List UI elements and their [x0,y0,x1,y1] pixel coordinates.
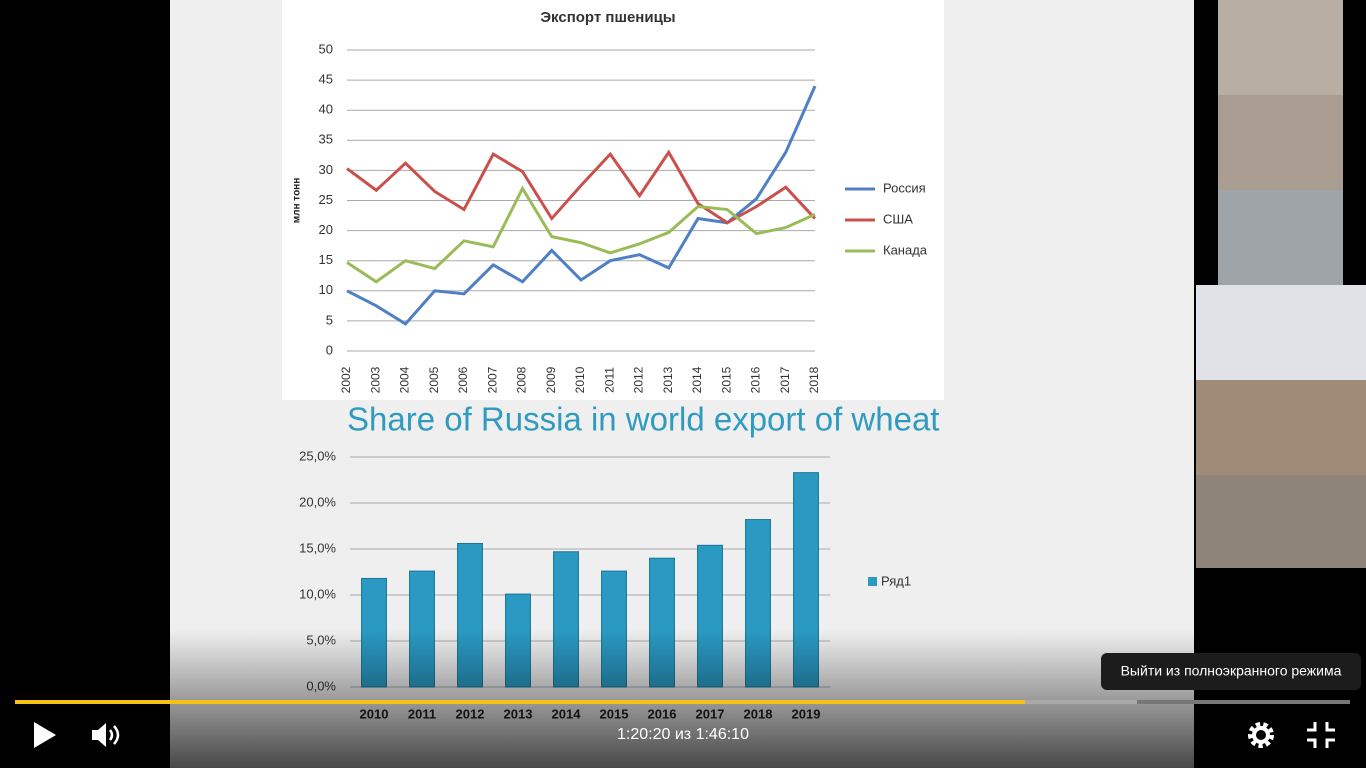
legend-swatch [868,577,877,586]
x-tick-label: 2015 [719,366,733,393]
play-button[interactable] [34,722,56,748]
webcam[interactable] [1196,380,1366,475]
legend-label: Россия [883,180,926,195]
time-display: 1:20:20 из 1:46:10 [617,726,749,743]
y-tick-label: 25,0% [299,448,336,463]
y-tick-label: 20 [319,222,333,237]
tooltip-text: Выйти из полноэкранного режима [1121,663,1342,679]
controls-shade [0,630,1366,768]
x-tick-label: 2013 [661,366,675,393]
y-tick-label: 35 [319,132,333,147]
x-tick-label: 2007 [485,366,499,393]
line [346,185,816,284]
y-tick-label: 20,0% [299,494,336,509]
x-tick-label: 2009 [544,366,558,393]
settings-button[interactable] [1248,722,1274,748]
x-tick-label: 2014 [690,366,704,393]
x-tick-label: 2005 [427,366,441,393]
y-tick-label: 5 [326,312,333,327]
x-tick-label: 2011 [602,367,616,393]
tooltip [1101,653,1361,690]
x-tick-label: 2018 [807,366,821,393]
y-tick-label: 15,0% [299,540,336,555]
x-tick-label: 2002 [339,366,353,393]
legend-label: Канада [883,242,928,257]
webcam[interactable] [1218,95,1343,190]
x-tick-label: 2010 [573,366,587,393]
progress-played [15,700,1025,704]
webcam[interactable] [1196,285,1366,380]
x-tick-label: 2006 [456,366,470,393]
x-tick-label: 2004 [398,366,412,393]
y-tick-label: 50 [319,41,333,56]
y-tick-label: 25 [319,192,333,207]
x-tick-label: 2008 [515,366,529,393]
y-tick-label: 45 [319,72,333,87]
y-tick-label: 10,0% [299,586,336,601]
y-tick-label: 10 [319,282,333,297]
chart-title: Share of Russia in world export of wheat [347,401,939,438]
legend-label: США [883,211,913,226]
y-tick-label: 0 [326,342,333,357]
webcam[interactable] [1196,475,1366,568]
webcam[interactable] [1218,190,1343,285]
x-tick-label: 2016 [749,366,763,393]
y-axis-label: млн тонн [292,178,303,224]
line [346,85,817,326]
y-tick-label: 30 [319,162,333,177]
webcams [1196,0,1366,568]
chart-title: Экспорт пшеницы [540,9,675,26]
y-tick-label: 40 [319,102,333,117]
webcam[interactable] [1218,0,1343,95]
x-tick-label: 2012 [632,366,646,393]
y-tick-label: 15 [319,252,333,267]
x-tick-label: 2003 [368,366,382,393]
x-tick-label: 2017 [778,366,792,393]
legend-label: Ряд1 [881,573,911,588]
volume-button[interactable] [92,723,120,747]
exit-fullscreen-button[interactable] [1307,722,1335,748]
